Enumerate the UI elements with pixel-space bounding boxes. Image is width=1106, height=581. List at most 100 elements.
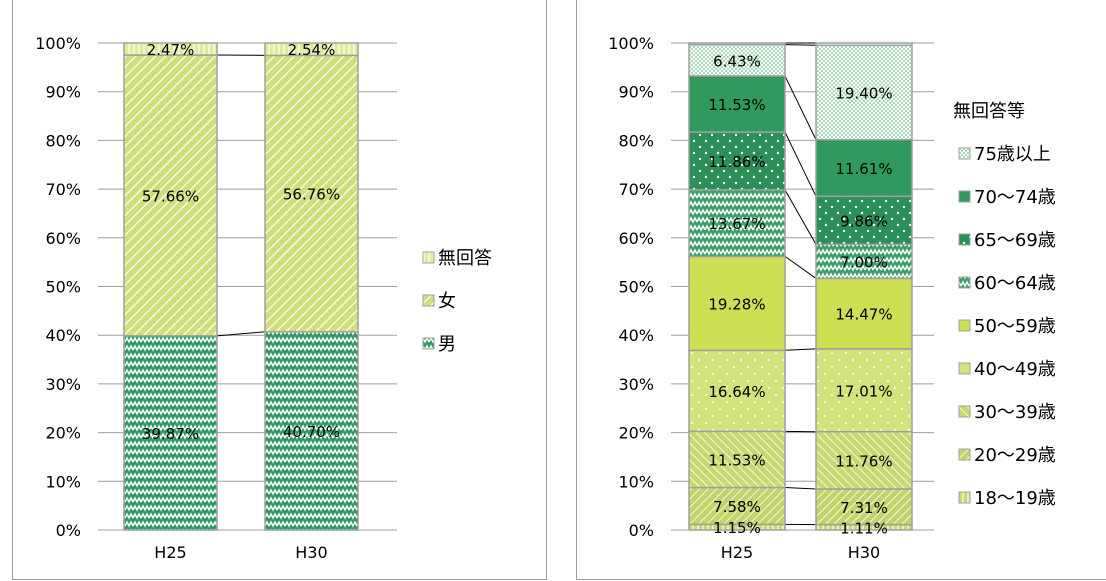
connector-line: [784, 75, 817, 140]
x-tick-label: H25: [154, 543, 186, 562]
data-label: 19.40%: [835, 85, 892, 103]
legend-swatch: [958, 190, 971, 203]
bar-segment: [815, 243, 913, 280]
bar-segment: [688, 75, 786, 133]
connector-line: [784, 189, 817, 245]
bar-segment: [123, 42, 218, 56]
bar-segment: [688, 43, 786, 77]
data-label: 1.15%: [713, 519, 761, 537]
bar-segment: [815, 139, 913, 198]
x-axis-tick-labels: H25 H30: [721, 543, 880, 562]
legend-label: 30～39歳: [974, 402, 1056, 423]
bar-segment: [688, 131, 786, 191]
y-tick-label: 10%: [618, 472, 654, 491]
y-tick-label: 50%: [45, 278, 81, 297]
data-label: 16.64%: [708, 383, 765, 401]
legend-label: 20～29歳: [974, 445, 1056, 466]
data-label: 14.47%: [835, 306, 892, 324]
y-tick-label: 0%: [629, 521, 654, 540]
bar-segment: [688, 255, 786, 352]
bar-connector-lines: [784, 42, 817, 526]
x-axis-tick-labels: H25 H30: [154, 543, 327, 562]
legend-title: 無回答等: [953, 101, 1025, 122]
bar-segment: [123, 335, 218, 531]
y-tick-label: 100%: [35, 34, 81, 53]
bar-connector-lines: [216, 54, 266, 337]
data-label: 56.76%: [283, 186, 340, 204]
legend-label: 18～19歳: [974, 488, 1056, 509]
y-tick-label: 50%: [618, 278, 654, 297]
legend-label: 60～64歳: [974, 273, 1056, 294]
legend-label: 75歳以上: [974, 144, 1051, 165]
legend-label: 70～74歳: [974, 187, 1056, 208]
legend-swatch: [422, 251, 435, 264]
y-tick-label: 40%: [618, 326, 654, 345]
legend: 無回答等 75歳以上 70～74歳 65～69歳 60～64歳 50～59歳 40～49歳 3…: [953, 101, 1056, 509]
connector-line: [784, 486, 817, 490]
age-chart-panel: 0% 10% 20% 30% 40% 50% 60% 70% 80% 90% 100% 1.15% 1…: [576, 0, 1106, 580]
y-tick-label: 30%: [618, 375, 654, 394]
y-tick-label: 60%: [45, 229, 81, 248]
legend-label: 女: [438, 291, 456, 312]
legend-label: 50～59歳: [974, 316, 1056, 337]
data-label: 2.54%: [288, 41, 336, 59]
data-label: 57.66%: [142, 187, 199, 205]
connector-line: [784, 255, 817, 279]
x-tick-label: H30: [848, 543, 880, 562]
data-label: 39.87%: [142, 425, 199, 443]
legend-swatch: [958, 491, 971, 504]
bar-segment: [688, 42, 786, 46]
data-label: 17.01%: [835, 382, 892, 400]
bar-segments: [688, 42, 913, 531]
data-label: 11.53%: [708, 451, 765, 469]
gender-stacked-bar-chart: 0% 10% 20% 30% 40% 50% 60% 70% 80% 90% 100% 39.87%…: [35, 34, 492, 562]
bar-segment: [815, 488, 913, 526]
x-tick-label: H30: [295, 543, 327, 562]
bar-segment: [815, 430, 913, 490]
bar-segment: [688, 189, 786, 258]
y-tick-label: 30%: [45, 375, 81, 394]
y-tick-label: 20%: [45, 424, 81, 443]
data-label: 2.47%: [147, 41, 195, 59]
y-tick-label: 20%: [618, 424, 654, 443]
data-label: 7.31%: [840, 499, 888, 517]
y-tick-label: 80%: [45, 131, 81, 150]
data-label: 1.11%: [840, 519, 888, 537]
legend-swatch: [958, 276, 971, 289]
legend-swatch: [958, 448, 971, 461]
bar-segment: [815, 348, 913, 433]
legend-swatch: [958, 362, 971, 375]
bar-segment: [688, 349, 786, 433]
y-axis-tick-labels: 0% 10% 20% 30% 40% 50% 60% 70% 80% 90% 100%: [608, 34, 654, 540]
data-label: 7.58%: [713, 498, 761, 516]
bar-segments: [123, 42, 359, 531]
legend-label: 男: [438, 334, 456, 355]
y-tick-label: 70%: [618, 180, 654, 199]
y-tick-label: 80%: [618, 131, 654, 150]
data-label: 11.61%: [835, 160, 892, 178]
legend-swatch: [422, 337, 435, 350]
data-label: 9.86%: [840, 212, 888, 230]
y-tick-label: 0%: [56, 521, 81, 540]
legend-label: 40～49歳: [974, 359, 1056, 380]
data-label: 11.76%: [835, 452, 892, 470]
data-label: 11.53%: [708, 96, 765, 114]
bar-segment: [688, 430, 786, 489]
y-tick-label: 100%: [608, 34, 654, 53]
legend-swatch: [958, 147, 971, 160]
legend-label: 65～69歳: [974, 230, 1056, 251]
y-tick-label: 90%: [618, 83, 654, 102]
legend-swatch: [958, 233, 971, 246]
y-tick-label: 70%: [45, 180, 81, 199]
y-axis-tick-labels: 0% 10% 20% 30% 40% 50% 60% 70% 80% 90% 100%: [35, 34, 81, 540]
bar-segment: [815, 195, 913, 246]
data-labels: 1.15% 1.11% 7.58% 7.31% 11.53% 11.76% 16.64% 17…: [708, 52, 892, 537]
bar-segment: [688, 486, 786, 526]
age-stacked-bar-chart: 0%10%20%30%40%50%60%70%80%90%100% 1.15% 1…: [608, 34, 1056, 562]
connector-line: [216, 331, 266, 337]
data-label: 13.67%: [708, 215, 765, 233]
legend-label: 無回答: [438, 248, 492, 269]
x-tick-label: H25: [721, 543, 753, 562]
legend-swatch: [958, 319, 971, 332]
